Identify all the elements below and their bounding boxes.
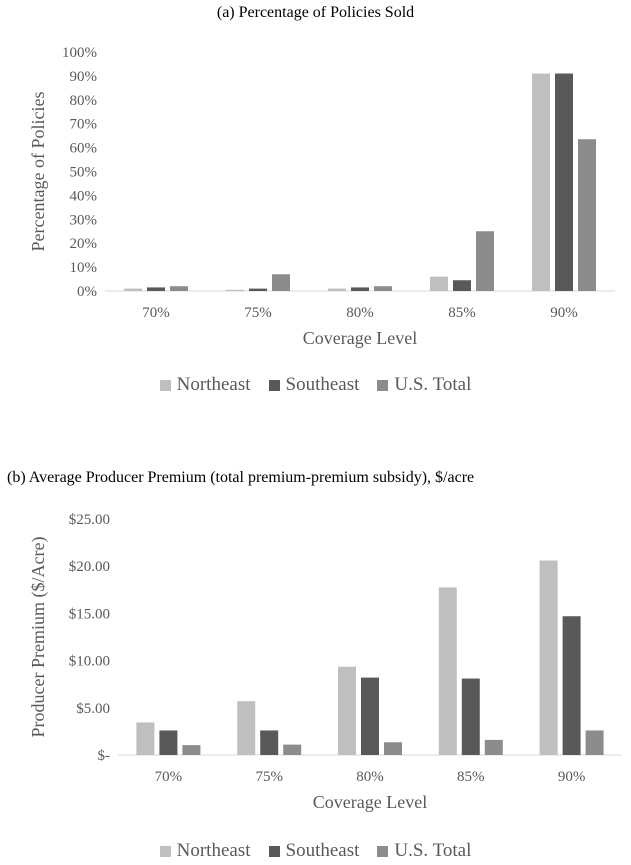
chart-a-x-tick-label: 85% [448,305,476,321]
chart-b-bar-southeast-80 [361,677,379,755]
chart-a-x-tick-label: 70% [142,305,170,321]
chart-b-x-axis-title: Coverage Level [313,792,427,812]
chart-a-x-tick-label: 75% [244,305,272,321]
chart-b-bar-u-s-total-80 [384,742,402,755]
chart-a-bar-u-s-total-85 [476,231,494,291]
chart-b-x-tick-label: 90% [558,769,586,785]
chart-b-bar-u-s-total-70 [182,745,201,755]
legend-swatch-southeast [268,845,280,857]
chart-a-bar-northeast-85 [430,276,448,291]
chart-b-y-tick-label: $5.00 [76,701,110,717]
chart-a-x-tick-label: 80% [346,305,374,321]
chart-b-bar-southeast-85 [461,678,480,755]
chart-b-legend: Northeast Southeast U.S. Total [0,840,631,862]
chart-a-bar-northeast-75 [226,289,244,291]
chart-b-bar-u-s-total-85 [484,739,503,755]
chart-b-bar-northeast-90 [539,560,558,755]
legend-swatch-us-total [377,379,389,391]
chart-b-bar-northeast-80 [338,666,356,755]
chart-a-x-axis-title: Coverage Level [303,328,417,348]
chart-a-y-tick-label: 10% [70,260,98,276]
chart-a-legend: Northeast Southeast U.S. Total [0,374,631,396]
legend-label-us-total: U.S. Total [394,840,472,861]
chart-a-bar-u-s-total-70 [170,286,188,291]
legend-swatch-southeast [268,379,280,391]
chart-a-bar-u-s-total-75 [272,274,290,291]
chart-b-x-tick-label: 80% [356,769,384,785]
chart-b-y-tick-label: $25.00 [69,512,110,528]
chart-a-title: (a) Percentage of Policies Sold [216,4,415,21]
chart-b-y-tick-label: $10.00 [69,654,110,670]
chart-a-y-tick-label: 50% [70,165,98,181]
chart-b-bar-southeast-75 [260,730,279,755]
chart-b-bar-southeast-70 [159,730,178,755]
chart-a-y-tick-label: 20% [70,236,98,252]
legend-label-southeast: Southeast [285,374,360,395]
chart-a-bar-northeast-80 [328,288,346,291]
chart-a-bar-southeast-75 [249,288,267,291]
chart-b-bar-northeast-75 [237,701,256,755]
chart-b-y-axis-title: Producer Premium ($/Acre) [28,537,49,738]
legend-item-southeast: Southeast [268,374,360,396]
chart-b-bar-u-s-total-90 [585,730,604,755]
legend-swatch-northeast [159,845,171,857]
chart-a-y-axis-title: Percentage of Policies [28,92,48,252]
legend-item-northeast: Northeast [159,374,251,396]
chart-a-y-tick-label: 70% [70,117,98,133]
chart-b-x-tick-label: 85% [457,769,485,785]
chart-a-plot: 0% 10% 20% 30% 40% 50% 60% 70% 80% 90% 100% 70% 75% 8… [28,45,615,348]
chart-b-y-tick-label: $15.00 [69,606,110,622]
chart-a-bar-southeast-90 [555,73,573,291]
chart-a-bar-southeast-70 [147,287,165,291]
chart-b-bar-southeast-90 [562,616,581,755]
chart-a-bar-northeast-90 [532,73,550,291]
legend-label-southeast: Southeast [285,840,360,861]
chart-a-y-tick-label: 100% [62,45,97,61]
chart-b-plot: $- $5.00 $10.00 $15.00 $20.00 $25.00 70% 75% 80%… [28,512,622,812]
chart-b-title: (b) Average Producer Premium (total prem… [7,469,475,486]
chart-b-y-tick-label: $20.00 [69,559,110,575]
legend-label-us-total: U.S. Total [394,374,472,395]
chart-b-x-tick-label: 75% [255,769,283,785]
chart-a-bar-southeast-80 [351,287,369,291]
chart-a-y-tick-label: 30% [70,212,98,228]
chart-b-bar-u-s-total-75 [283,744,302,755]
legend-item-northeast: Northeast [159,840,251,862]
legend-item-us-total: U.S. Total [377,374,471,396]
legend-item-southeast: Southeast [268,840,360,862]
chart-b-bar-northeast-85 [438,587,457,755]
legend-label-northeast: Northeast [176,840,251,861]
chart-a-bar-u-s-total-80 [374,286,392,291]
chart-b-y-tick-label: $- [98,748,111,764]
chart-a-y-tick-label: 0% [77,284,97,300]
chart-b-x-tick-label: 70% [155,769,183,785]
legend-label-northeast: Northeast [176,374,251,395]
chart-a-y-tick-label: 80% [70,93,98,109]
legend-swatch-us-total [377,845,389,857]
chart-a-y-tick-label: 90% [70,69,98,85]
chart-a-y-tick-label: 60% [70,141,98,157]
chart-a-bar-northeast-70 [124,288,142,291]
chart-a-y-tick-label: 40% [70,188,98,204]
legend-item-us-total: U.S. Total [377,840,471,862]
chart-a-x-tick-label: 90% [550,305,578,321]
legend-swatch-northeast [159,379,171,391]
chart-a-bar-u-s-total-90 [578,139,596,291]
chart-a-bar-southeast-85 [453,280,471,291]
chart-b-bar-northeast-70 [136,722,155,755]
